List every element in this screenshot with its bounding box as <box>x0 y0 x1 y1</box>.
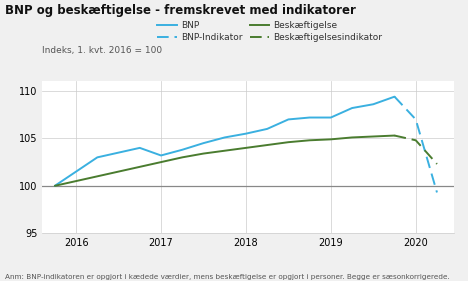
Legend: BNP, BNP-Indikator, Beskæftigelse, Beskæftigelsesindikator: BNP, BNP-Indikator, Beskæftigelse, Beskæ… <box>154 18 386 46</box>
Text: Indeks, 1. kvt. 2016 = 100: Indeks, 1. kvt. 2016 = 100 <box>42 46 162 55</box>
Text: BNP og beskæftigelse - fremskrevet med indikatorer: BNP og beskæftigelse - fremskrevet med i… <box>5 4 356 17</box>
Text: Anm: BNP-indikatoren er opgjort i kædede værdier, mens beskæftigelse er opgjort : Anm: BNP-indikatoren er opgjort i kædede… <box>5 274 449 280</box>
